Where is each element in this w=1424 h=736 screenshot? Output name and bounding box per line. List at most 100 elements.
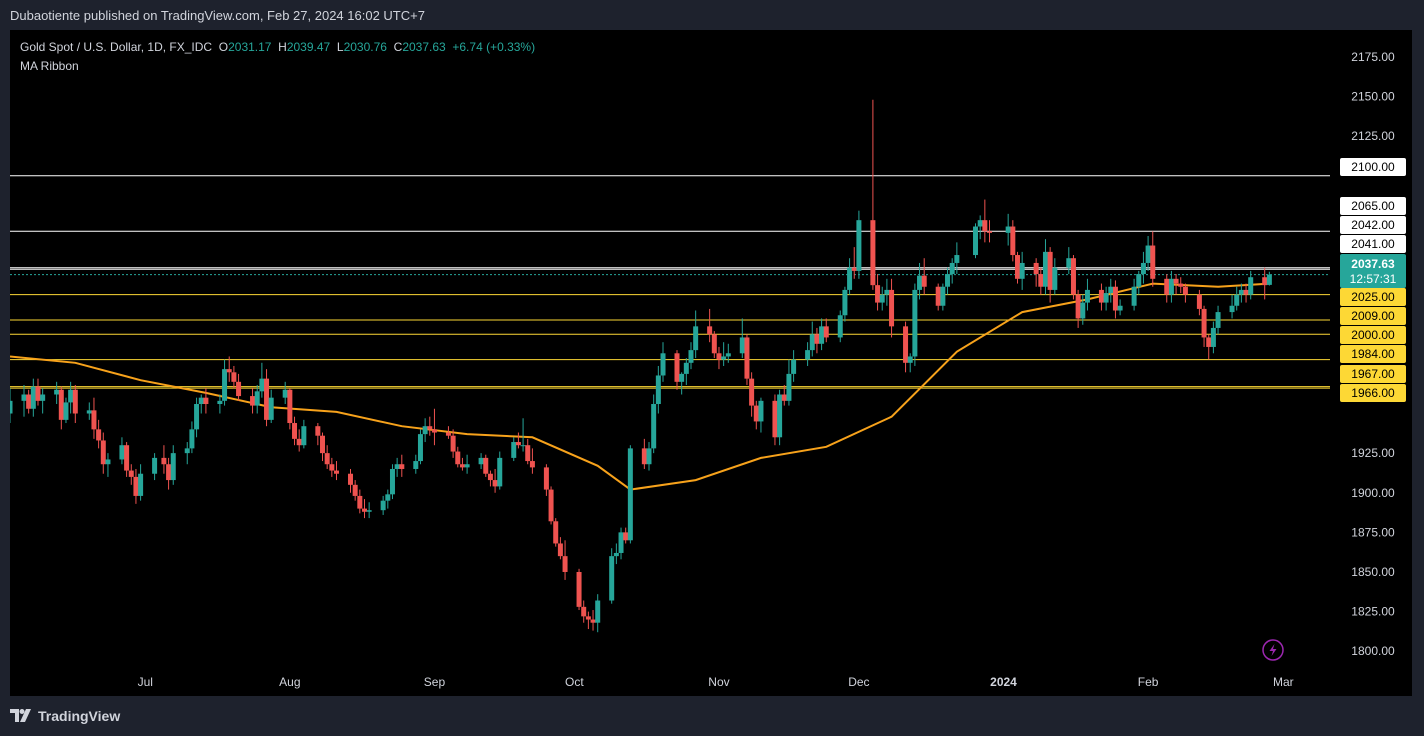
candle-body xyxy=(250,396,256,406)
candle-31 xyxy=(222,359,228,406)
candle-body xyxy=(487,473,493,481)
time-tick-1: Aug xyxy=(279,675,300,689)
candle-25 xyxy=(184,442,190,465)
candle-body xyxy=(683,362,689,374)
candle-7 xyxy=(58,386,64,430)
candle-body xyxy=(595,600,601,623)
candle-24 xyxy=(170,445,176,485)
level-badge-7 xyxy=(1340,345,1406,363)
candle-body xyxy=(217,400,223,405)
candle-body xyxy=(1210,327,1216,347)
candle-55 xyxy=(380,495,386,515)
candle-46 xyxy=(320,432,326,462)
time-tick-2: Sep xyxy=(424,675,446,689)
candle-body xyxy=(30,386,36,409)
candle-151 xyxy=(1014,251,1020,284)
candle-118 xyxy=(786,359,792,406)
candle-body xyxy=(86,410,92,414)
candle-135 xyxy=(903,321,909,373)
candle-94 xyxy=(627,445,633,544)
candle-116 xyxy=(777,389,783,446)
price-tick-3: 1875.00 xyxy=(1351,525,1395,539)
candle-body xyxy=(809,334,815,351)
chart-area[interactable]: 1800.00 1825.00 1850.00 1875.00 1900.00 1925.… xyxy=(7,30,1412,696)
level-badge-0 xyxy=(1340,158,1406,176)
candle-body xyxy=(627,448,633,541)
candle-body xyxy=(282,389,288,398)
candle-182 xyxy=(1215,305,1221,335)
candle-body xyxy=(791,359,797,374)
candle-body xyxy=(781,394,787,401)
candle-body xyxy=(847,267,853,290)
candle-104 xyxy=(693,310,699,359)
candles xyxy=(7,99,1272,633)
candle-body xyxy=(646,448,652,465)
candle-body xyxy=(1010,226,1016,256)
level-lines xyxy=(10,175,1330,389)
candle-65 xyxy=(445,426,451,439)
level-label-2: 2042.00 xyxy=(1351,218,1395,232)
tradingview-brand[interactable]: TradingView xyxy=(10,708,120,724)
candle-body xyxy=(91,410,97,430)
candle-body xyxy=(837,315,843,338)
candle-body xyxy=(511,442,517,458)
candlestick-chart[interactable]: 1800.00 1825.00 1850.00 1875.00 1900.00 1925.… xyxy=(7,30,1412,696)
candle-115 xyxy=(772,394,778,446)
candle-body xyxy=(1033,262,1039,275)
candle-130 xyxy=(870,99,876,290)
candle-133 xyxy=(884,278,890,306)
indicator-label[interactable]: MA Ribbon xyxy=(20,59,79,73)
candle-103 xyxy=(688,342,694,370)
candle-180 xyxy=(1206,334,1212,360)
candle-body xyxy=(259,378,265,392)
published-caption: Dubaotiente published on TradingView.com… xyxy=(10,8,425,23)
candle-body xyxy=(1196,294,1202,309)
candle-64 xyxy=(431,408,437,446)
candle-body xyxy=(222,369,228,401)
candle-166 xyxy=(1112,280,1118,319)
candle-98 xyxy=(655,365,661,414)
candle-43 xyxy=(296,429,302,452)
candle-body xyxy=(674,353,680,382)
candle-body xyxy=(422,426,428,435)
symbol-title[interactable]: Gold Spot / U.S. Dollar, 1D, FX_IDC xyxy=(20,40,213,54)
candle-111 xyxy=(744,334,750,385)
candle-121 xyxy=(809,321,815,357)
candle-body xyxy=(40,394,46,401)
candle-11 xyxy=(86,402,92,420)
candle-body xyxy=(581,606,587,617)
level-label-1: 2065.00 xyxy=(1351,199,1395,213)
time-tick-0: Jul xyxy=(138,675,153,689)
candle-body xyxy=(189,429,195,449)
level-badge-5 xyxy=(1340,307,1406,325)
candle-16 xyxy=(119,437,125,465)
candle-body xyxy=(361,508,367,512)
time-axis[interactable]: Jul Aug Sep Oct Nov Dec 2024 Feb Mar xyxy=(138,675,1294,689)
candle-27 xyxy=(194,397,200,438)
candle-body xyxy=(1262,277,1268,286)
candle-body xyxy=(68,389,74,403)
price-tick-7: 2150.00 xyxy=(1351,90,1395,104)
candle-body xyxy=(879,294,885,303)
candle-170 xyxy=(1140,251,1146,284)
candle-22 xyxy=(161,445,167,474)
candle-96 xyxy=(646,442,652,471)
candle-85 xyxy=(576,568,582,611)
price-axis[interactable]: 1800.00 1825.00 1850.00 1875.00 1900.00 1925.… xyxy=(1340,50,1406,658)
candle-body xyxy=(982,220,988,232)
flash-icon[interactable] xyxy=(1262,639,1284,661)
candle-50 xyxy=(347,468,353,493)
candle-body xyxy=(562,556,568,572)
candle-body xyxy=(1234,294,1240,306)
level-label-5: 2009.00 xyxy=(1351,309,1395,323)
candle-2 xyxy=(26,389,32,414)
candle-176 xyxy=(1178,277,1184,294)
candle-body xyxy=(548,489,554,522)
candle-body xyxy=(912,289,918,357)
level-badge-9 xyxy=(1340,384,1406,402)
candle-28 xyxy=(198,394,204,414)
candle-body xyxy=(1117,305,1123,311)
candle-body xyxy=(226,369,232,373)
candle-body xyxy=(152,457,158,474)
candle-120 xyxy=(805,342,811,366)
